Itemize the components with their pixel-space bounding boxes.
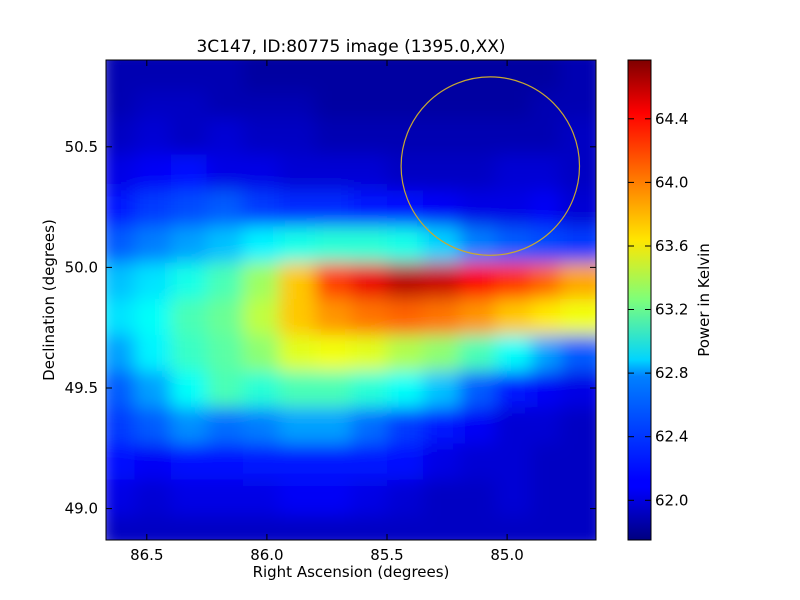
x-tick-label: 86.0 bbox=[250, 546, 283, 564]
heatmap-area: 86.5 86.0 85.5 85.0 49.0 49.5 50.0 50.5 bbox=[65, 59, 597, 564]
y-tick-label: 49.5 bbox=[65, 379, 98, 397]
y-axis-label: Declination (degrees) bbox=[40, 219, 58, 381]
colorbar-tick-label: 62.0 bbox=[655, 491, 688, 509]
x-tick-label: 86.5 bbox=[130, 546, 163, 564]
colorbar-ticks: 62.0 62.4 62.8 63.2 63.6 64.0 64.4 bbox=[628, 110, 688, 509]
y-tick-label: 50.0 bbox=[65, 258, 98, 276]
heatmap-cells bbox=[106, 60, 596, 540]
colorbar-tick-label: 63.2 bbox=[655, 301, 688, 319]
y-tick-label: 50.5 bbox=[65, 138, 98, 156]
y-axis-ticks: 49.0 49.5 50.0 50.5 bbox=[65, 138, 596, 518]
source-region-circle bbox=[400, 76, 581, 256]
colorbar-tick-label: 62.4 bbox=[655, 428, 688, 446]
x-tick-label: 85.5 bbox=[370, 546, 403, 564]
colorbar-tick-label: 62.8 bbox=[655, 364, 688, 382]
x-tick-label: 85.0 bbox=[490, 546, 523, 564]
y-tick-label: 49.0 bbox=[65, 500, 98, 518]
x-axis-label: Right Ascension (degrees) bbox=[253, 563, 450, 581]
colorbar: 62.0 62.4 62.8 63.2 63.6 64.0 64.4 Power in Ke… bbox=[627, 59, 713, 541]
colorbar-tick-label: 63.6 bbox=[655, 237, 688, 255]
plot-frame bbox=[105, 59, 597, 541]
colorbar-gradient bbox=[627, 59, 652, 541]
colorbar-tick-label: 64.4 bbox=[655, 110, 688, 128]
chart-title: 3C147, ID:80775 image (1395.0,XX) bbox=[196, 37, 505, 57]
x-axis-ticks: 86.5 86.0 85.5 85.0 bbox=[130, 60, 524, 564]
colorbar-tick-label: 64.0 bbox=[655, 173, 688, 191]
colorbar-label: Power in Kelvin bbox=[695, 243, 713, 357]
heatmap-cell bbox=[560, 60, 596, 92]
